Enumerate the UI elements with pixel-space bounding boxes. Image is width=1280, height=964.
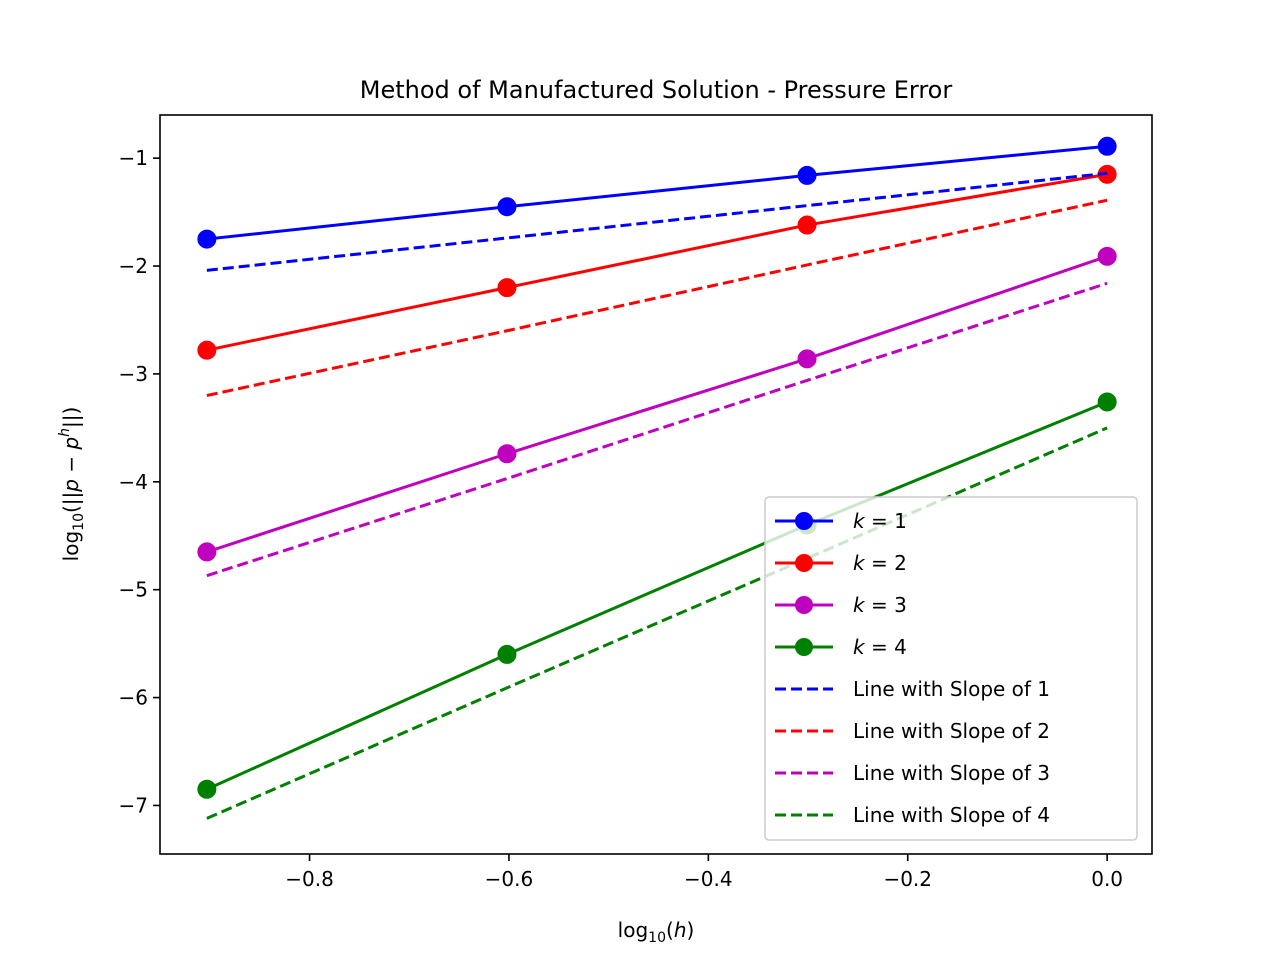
y-axis-label-open: (||	[59, 492, 83, 513]
plot-frame	[159, 114, 1153, 855]
data-point-k1	[797, 165, 817, 185]
legend-label-7: Line with Slope of 3	[853, 761, 1050, 785]
data-point-k2	[497, 278, 517, 298]
legend-box	[764, 496, 1138, 841]
x-tick-label: −0.4	[684, 867, 733, 891]
y-axis-label-sub: 10	[71, 513, 87, 531]
data-point-k2	[197, 340, 217, 360]
data-point-k3	[1097, 246, 1117, 266]
series-line-7	[206, 281, 1108, 578]
series-line-8	[206, 426, 1108, 820]
y-tick-label: −4	[119, 470, 148, 494]
y-tick-label: −6	[119, 686, 148, 710]
y-axis-label-var1: p	[59, 479, 83, 493]
legend-k-var: k	[853, 635, 866, 659]
legend-label-6: Line with Slope of 2	[853, 719, 1050, 743]
series-line-5	[206, 171, 1108, 272]
x-axis-label-close: )	[687, 918, 695, 942]
data-point-k1	[497, 197, 517, 217]
series-line-4	[206, 400, 1108, 791]
x-axis-label-sub: 10	[648, 930, 666, 946]
legend-marker-2	[795, 554, 813, 572]
y-axis: −1 −2 −3 −4 −5 −6 −7	[119, 146, 160, 817]
legend-marker-4	[795, 638, 813, 656]
series-line-1	[206, 144, 1108, 241]
legend-k-value: = 1	[865, 509, 907, 533]
chart-title: Method of Manufactured Solution - Pressu…	[360, 76, 953, 104]
data-point-k3	[797, 349, 817, 369]
legend-marker-3	[795, 596, 813, 614]
x-tick-label: −0.6	[485, 867, 534, 891]
x-axis: −0.8 −0.6 −0.4 −0.2 0.0	[285, 854, 1123, 891]
x-axis-label-open: (	[666, 918, 674, 942]
y-axis-label: log10(||p − ph||)	[57, 407, 87, 562]
y-axis-label-close: ||)	[59, 407, 83, 428]
series-line-3	[206, 254, 1108, 554]
x-tick-label: −0.8	[285, 867, 334, 891]
legend-label-8: Line with Slope of 4	[853, 803, 1050, 827]
legend-k-value: = 2	[865, 551, 907, 575]
x-axis-label-var: h	[674, 918, 687, 942]
legend-label-5: Line with Slope of 1	[853, 677, 1050, 701]
series-line-2	[206, 172, 1108, 352]
data-point-k1	[197, 229, 217, 249]
data-point-k3	[497, 444, 517, 464]
legend-k-var: k	[853, 551, 866, 575]
y-tick-label: −5	[119, 578, 148, 602]
legend-label-2: k = 2	[853, 551, 907, 575]
y-axis-label-minus: −	[59, 450, 83, 479]
data-point-k3	[197, 542, 217, 562]
series-layer	[197, 136, 1117, 820]
legend-label-3: k = 3	[853, 593, 907, 617]
data-point-k2	[797, 215, 817, 235]
y-axis-label-sup: h	[57, 428, 73, 437]
legend-k-var: k	[853, 509, 866, 533]
y-tick-label: −3	[119, 362, 148, 386]
data-point-k1	[1097, 136, 1117, 156]
data-point-k4	[197, 779, 217, 799]
data-point-k4	[497, 644, 517, 664]
legend-k-value: = 4	[865, 635, 907, 659]
x-tick-label: −0.2	[883, 867, 932, 891]
x-axis-label: log10(h)	[618, 918, 695, 946]
legend-k-var: k	[853, 593, 866, 617]
x-axis-label-log: log	[618, 918, 649, 942]
y-tick-label: −1	[119, 146, 148, 170]
y-tick-label: −2	[119, 254, 148, 278]
y-axis-label-log: log	[59, 531, 83, 562]
data-point-k4	[1097, 392, 1117, 412]
x-tick-label: 0.0	[1091, 867, 1123, 891]
y-axis-label-var2: p	[59, 437, 83, 451]
legend-label-4: k = 4	[853, 635, 907, 659]
legend-marker-1	[795, 512, 813, 530]
series-line-6	[206, 198, 1108, 397]
y-tick-label: −7	[119, 793, 148, 817]
legend-label-1: k = 1	[853, 509, 907, 533]
legend-k-value: = 3	[865, 593, 907, 617]
